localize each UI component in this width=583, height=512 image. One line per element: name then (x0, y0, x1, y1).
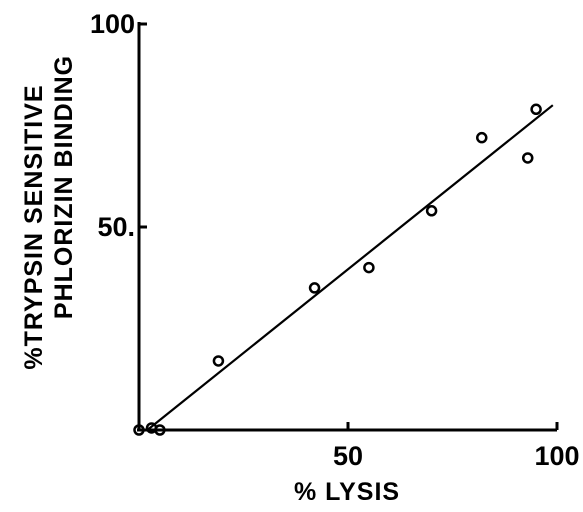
y-tick-label: 50. (97, 212, 135, 242)
y-axis-label-line-2: PHLORIZIN BINDING (50, 55, 78, 319)
y-tick-labels: 50. 100 (90, 9, 147, 242)
x-tick-label: 50 (333, 441, 363, 471)
data-point (530, 103, 542, 116)
data-point (212, 355, 225, 367)
regression-line (146, 104, 554, 431)
x-tick-labels: 50 100 (333, 422, 580, 471)
x-tick-label: 100 (534, 441, 579, 471)
x-axis-label: % LYSIS (294, 478, 400, 506)
data-point (133, 424, 145, 436)
data-points (133, 103, 542, 436)
y-tick-label: 100 (90, 9, 135, 39)
data-point (521, 152, 534, 164)
data-point (154, 424, 166, 436)
data-point (363, 261, 375, 274)
data-point (308, 282, 321, 294)
y-axis-label-line-1: %TRYPSIN SENSITIVE (20, 84, 48, 369)
data-point (476, 131, 488, 144)
data-point (425, 205, 438, 217)
axes (137, 22, 557, 432)
